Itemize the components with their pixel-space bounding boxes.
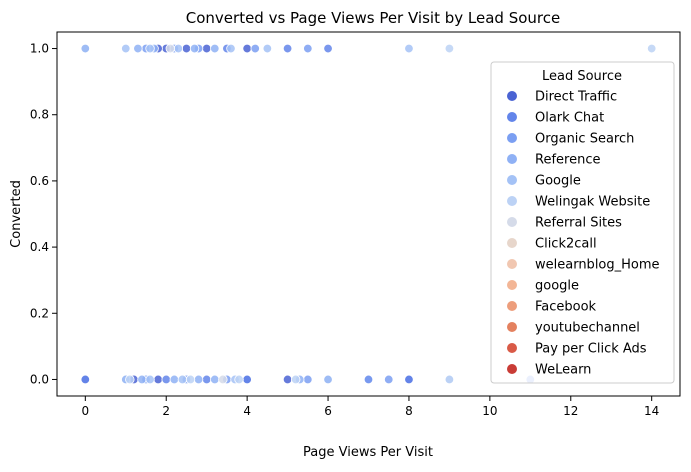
- point-welingak-website: [290, 374, 301, 385]
- point-google: [177, 374, 188, 385]
- point-google: [145, 43, 155, 54]
- legend-marker: [507, 133, 517, 143]
- legend-marker: [507, 238, 517, 248]
- point-organic-search: [303, 43, 313, 54]
- legend-marker: [507, 364, 517, 374]
- chart-title: Converted vs Page Views Per Visit by Lea…: [186, 9, 560, 27]
- x-tick-label: 12: [563, 404, 578, 418]
- legend-entry: Referral Sites: [535, 216, 622, 231]
- x-axis-ticks: 0 2 4 6 8 10 12 14: [81, 396, 659, 418]
- legend-entry: Reference: [535, 153, 600, 168]
- point-google: [145, 374, 155, 385]
- point-reference: [133, 43, 143, 54]
- point-google: [121, 43, 131, 54]
- x-tick-label: 14: [644, 404, 659, 418]
- point-google: [323, 374, 333, 385]
- data-points: [80, 43, 657, 385]
- point-welingak-website: [185, 374, 196, 385]
- legend-marker: [507, 259, 517, 269]
- point-organic-search: [363, 374, 374, 385]
- legend-marker: [507, 217, 517, 227]
- point-reference: [189, 43, 200, 54]
- y-tick-label: 1.0: [30, 42, 49, 56]
- point-welingak-website: [444, 374, 455, 385]
- x-tick-label: 0: [81, 404, 89, 418]
- point-olark-chat: [282, 43, 293, 54]
- legend-entry: Direct Traffic: [535, 90, 617, 105]
- legend-marker: [507, 154, 517, 164]
- point-welingak-website: [444, 43, 455, 54]
- point-olark-chat: [161, 374, 171, 385]
- legend: Lead Source Direct Traffic Olark Chat Orga…: [490, 61, 675, 384]
- point-welingak-website: [125, 374, 135, 385]
- legend-marker: [507, 175, 517, 185]
- legend-title: Lead Source: [542, 69, 622, 84]
- point-referral-sites: [218, 374, 228, 385]
- point-referral-sites: [165, 43, 175, 54]
- point-organic-search: [384, 374, 394, 385]
- legend-marker: [507, 112, 517, 122]
- point-direct-traffic: [201, 43, 212, 54]
- y-tick-label: 0.2: [30, 306, 49, 320]
- x-tick-label: 4: [243, 404, 251, 418]
- legend-marker: [507, 322, 517, 332]
- point-google: [173, 43, 184, 54]
- point-olark-chat: [242, 374, 252, 385]
- plot-area-frame: [56, 31, 681, 397]
- legend-frame: [490, 61, 675, 384]
- y-axis-ticks: 0.0 0.2 0.4 0.6 0.8 1.0: [30, 42, 57, 386]
- legend-marker: [507, 280, 517, 290]
- legend-entry: WeLearn: [535, 363, 591, 378]
- point-direct-traffic: [153, 374, 163, 385]
- y-tick-label: 0.6: [30, 174, 49, 188]
- legend-entry: welearnblog_Home: [535, 258, 660, 273]
- legend-entry: Olark Chat: [535, 111, 604, 126]
- point-organic-search: [250, 43, 260, 54]
- y-axis-label: Converted: [9, 180, 24, 248]
- x-tick-label: 6: [324, 404, 332, 418]
- legend-entry: google: [535, 279, 579, 294]
- point-reference: [193, 374, 204, 385]
- legend-entry: Welingak Website: [535, 195, 650, 210]
- x-axis-label: Page Views Per Visit: [303, 445, 433, 460]
- point-welingak-website: [646, 43, 657, 54]
- legend-marker: [507, 343, 517, 353]
- x-tick-label: 2: [162, 404, 170, 418]
- y-tick-label: 0.4: [30, 240, 49, 254]
- legend-items: Direct Traffic Olark Chat Organic Search Re…: [507, 90, 660, 378]
- point-reference: [137, 374, 147, 385]
- legend-entry: Pay per Click Ads: [535, 342, 647, 357]
- legend-entry: Organic Search: [535, 132, 634, 147]
- point-welingak-website: [234, 374, 244, 385]
- legend-entry: youtubechannel: [535, 321, 640, 336]
- legend-marker: [507, 196, 517, 206]
- legend-entry: Facebook: [535, 300, 597, 315]
- point-google: [226, 43, 236, 54]
- point-direct-traffic: [242, 43, 252, 54]
- x-tick-label: 10: [482, 404, 497, 418]
- y-tick-label: 0.0: [30, 372, 49, 386]
- point-organic-search: [303, 374, 313, 385]
- point-reference: [169, 374, 180, 385]
- point-olark-chat: [201, 374, 212, 385]
- legend-entry: Click2call: [535, 237, 597, 252]
- point-google: [404, 43, 414, 54]
- point-olark-chat: [323, 43, 333, 54]
- point-olark-chat: [404, 374, 414, 385]
- point-reference: [210, 43, 220, 54]
- point-google: [80, 43, 91, 54]
- legend-marker: [507, 301, 517, 311]
- point-reference: [210, 374, 220, 385]
- point-direct-traffic: [282, 374, 293, 385]
- y-tick-label: 0.8: [30, 108, 49, 122]
- legend-entry: Google: [535, 174, 581, 189]
- x-tick-label: 8: [405, 404, 413, 418]
- point-olark-chat: [80, 374, 91, 385]
- point-google: [262, 43, 273, 54]
- legend-marker: [507, 91, 517, 101]
- point-direct-traffic: [181, 43, 192, 54]
